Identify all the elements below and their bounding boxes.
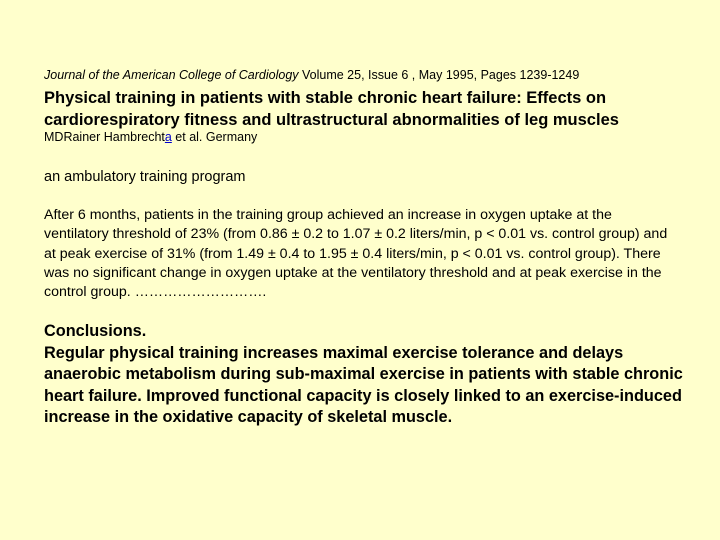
- citation-line: Journal of the American College of Cardi…: [44, 68, 579, 82]
- authors-suffix: et al. Germany: [171, 130, 258, 144]
- authors-line: MDRainer Hambrechta et al. Germany: [44, 130, 257, 144]
- conclusions-block: Conclusions. Regular physical training i…: [44, 321, 684, 429]
- journal-name: Journal of the American College of Cardi…: [44, 68, 299, 82]
- author-name: MDRainer Hambrecht: [44, 130, 165, 144]
- program-text: an ambulatory training program: [44, 169, 246, 185]
- article-title: Physical training in patients with stabl…: [44, 89, 619, 129]
- conclusions-body: Regular physical training increases maxi…: [44, 343, 683, 427]
- citation-details: Volume 25, Issue 6 , May 1995, Pages 123…: [298, 68, 580, 82]
- conclusions-heading: Conclusions.: [44, 322, 147, 340]
- results-paragraph: After 6 months, patients in the training…: [44, 207, 668, 301]
- author-affiliation-link[interactable]: a: [164, 130, 172, 144]
